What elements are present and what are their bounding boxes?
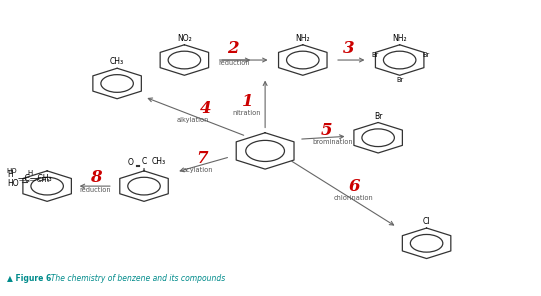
Text: The chemistry of benzene and its compounds: The chemistry of benzene and its compoun… bbox=[45, 274, 225, 283]
Text: HO: HO bbox=[7, 179, 18, 188]
Text: O: O bbox=[128, 158, 134, 167]
Text: Br: Br bbox=[396, 77, 403, 83]
Text: Cl: Cl bbox=[423, 217, 430, 226]
Text: alkylation: alkylation bbox=[176, 117, 209, 123]
Text: 7: 7 bbox=[196, 150, 207, 167]
Text: 1: 1 bbox=[242, 93, 254, 110]
Text: chlorination: chlorination bbox=[334, 195, 374, 201]
Text: 4: 4 bbox=[200, 100, 212, 117]
Text: ▲ Figure 6: ▲ Figure 6 bbox=[7, 274, 51, 283]
Text: reduction: reduction bbox=[80, 187, 111, 193]
Text: —C—CH₃: —C—CH₃ bbox=[18, 174, 52, 183]
Text: 8: 8 bbox=[90, 169, 101, 186]
Text: C: C bbox=[141, 157, 147, 165]
Text: NH₂: NH₂ bbox=[392, 34, 407, 43]
Text: bromination: bromination bbox=[312, 139, 353, 145]
Text: NH₂: NH₂ bbox=[295, 34, 310, 43]
Text: nitration: nitration bbox=[233, 110, 261, 116]
Text: reduction: reduction bbox=[218, 60, 250, 66]
Text: 3: 3 bbox=[343, 40, 354, 57]
Text: 5: 5 bbox=[321, 122, 332, 139]
Text: Br: Br bbox=[423, 52, 430, 58]
Text: —C—CH₃: —C—CH₃ bbox=[19, 177, 51, 183]
Text: NO₂: NO₂ bbox=[177, 34, 192, 43]
Text: 2: 2 bbox=[227, 40, 239, 57]
Text: H: H bbox=[7, 170, 12, 179]
Text: Br: Br bbox=[374, 112, 382, 121]
Text: 6: 6 bbox=[348, 178, 360, 194]
Text: CH₃: CH₃ bbox=[110, 57, 124, 67]
Text: acylation: acylation bbox=[183, 167, 213, 173]
Text: Br: Br bbox=[371, 52, 378, 58]
Text: HO: HO bbox=[7, 168, 17, 174]
Text: CH₃: CH₃ bbox=[152, 157, 166, 166]
Text: H: H bbox=[27, 170, 32, 176]
